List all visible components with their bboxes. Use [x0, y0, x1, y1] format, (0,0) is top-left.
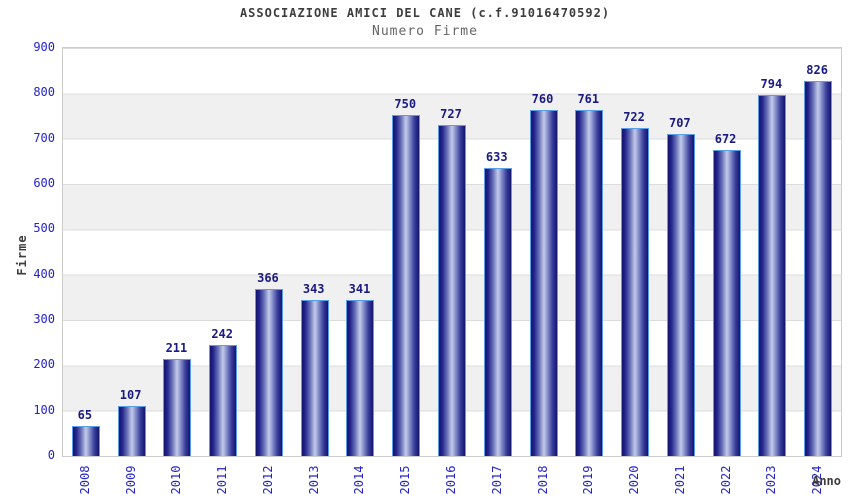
- bar-value-2023: 794: [760, 77, 783, 91]
- bar-2012: [254, 289, 283, 456]
- bar-value-2015: 750: [394, 97, 417, 111]
- x-tick-label-2014: 2014: [352, 465, 367, 495]
- bar-2011: [209, 345, 238, 456]
- bar-2023: [758, 95, 787, 456]
- x-tick-label-2012: 2012: [260, 465, 275, 495]
- x-tick-label-2022: 2022: [718, 465, 733, 495]
- bar-2014: [346, 300, 375, 456]
- bar-value-2012: 366: [257, 271, 279, 285]
- y-tick-label-200: 200: [33, 357, 55, 372]
- bar-2024: [804, 81, 833, 456]
- y-tick-label-900: 900: [33, 40, 55, 54]
- x-tick-label-2018: 2018: [535, 465, 550, 495]
- y-tick-label-0: 0: [47, 448, 55, 462]
- chart-subtitle: Numero Firme: [372, 24, 478, 39]
- bar-value-2017: 633: [485, 150, 508, 164]
- x-axis-title: Anno: [812, 474, 841, 488]
- x-tick-label-2019: 2019: [581, 465, 596, 495]
- bar-2008: [71, 426, 100, 456]
- bar-2016: [438, 125, 466, 456]
- bar-2013: [300, 300, 329, 456]
- bar-value-2008: 65: [77, 408, 93, 422]
- x-tick-label-2023: 2023: [764, 465, 779, 495]
- y-tick-label-100: 100: [33, 402, 55, 417]
- bar-2010: [163, 359, 192, 456]
- y-tick-label-800: 800: [33, 85, 55, 100]
- plot-area: [62, 47, 842, 457]
- x-tick-label-2009: 2009: [123, 465, 138, 495]
- bar-2022: [712, 150, 741, 456]
- bar-value-2024: 826: [806, 63, 828, 77]
- x-tick-label-2011: 2011: [215, 465, 230, 495]
- x-tick-label-2008: 2008: [77, 465, 92, 495]
- bar-value-2018: 760: [531, 92, 554, 106]
- bar-value-2009: 107: [119, 388, 142, 402]
- x-tick-label-2015: 2015: [398, 465, 413, 495]
- bar-value-2010: 211: [165, 341, 188, 355]
- y-tick-label-400: 400: [33, 266, 55, 281]
- bar-value-2019: 761: [577, 92, 600, 106]
- bar-2009: [117, 406, 146, 456]
- bar-2015: [392, 115, 421, 456]
- x-tick-label-2010: 2010: [169, 465, 184, 495]
- bar-2017: [483, 168, 512, 456]
- x-tick-label-2013: 2013: [306, 465, 321, 495]
- y-tick-label-600: 600: [33, 176, 55, 190]
- x-tick-label-2021: 2021: [672, 465, 687, 495]
- bar-2021: [666, 134, 695, 456]
- chart-title: ASSOCIAZIONE AMICI DEL CANE (c.f.9101647…: [239, 6, 611, 20]
- bar-2019: [575, 110, 604, 456]
- x-tick-label-2020: 2020: [627, 465, 642, 495]
- bar-2020: [621, 128, 650, 456]
- x-tick-label-2016: 2016: [444, 465, 458, 495]
- bar-value-2021: 707: [668, 116, 691, 130]
- bar-2018: [529, 110, 558, 456]
- bar-value-2020: 722: [623, 110, 645, 124]
- bar-value-2022: 672: [714, 132, 737, 146]
- bar-value-2014: 341: [348, 282, 371, 296]
- bar-value-2016: 727: [440, 107, 462, 121]
- bar-value-2013: 343: [302, 282, 325, 296]
- y-tick-label-500: 500: [33, 221, 55, 236]
- y-tick-label-700: 700: [33, 130, 55, 145]
- bar-value-2011: 242: [211, 327, 234, 341]
- x-tick-label-2017: 2017: [489, 465, 504, 495]
- y-tick-label-300: 300: [33, 312, 55, 326]
